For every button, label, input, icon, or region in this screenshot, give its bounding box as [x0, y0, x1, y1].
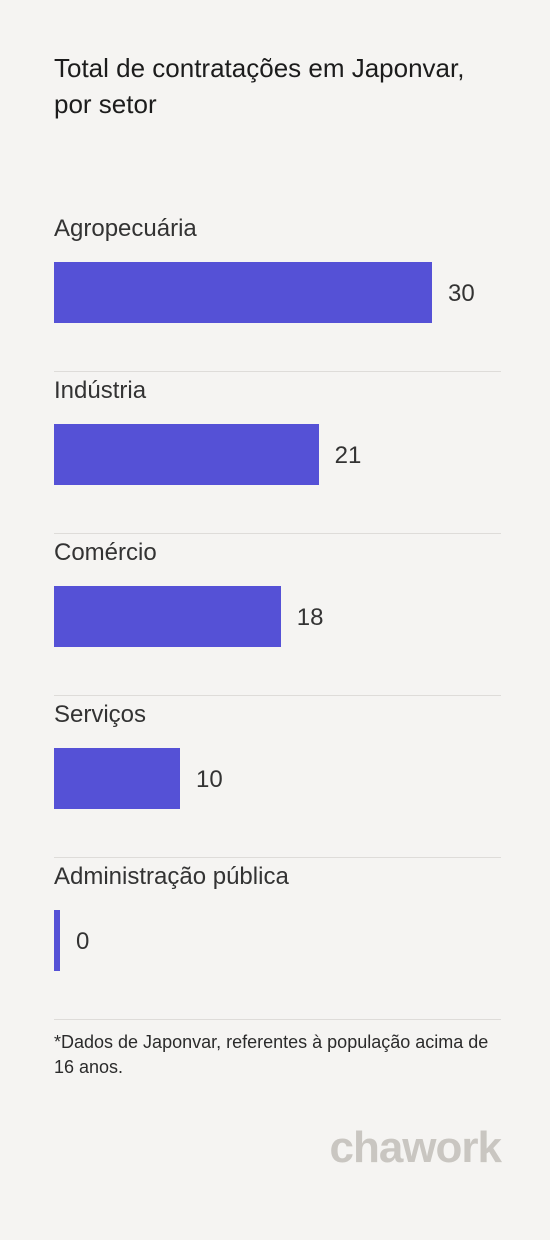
- category-label: Indústria: [54, 377, 147, 404]
- chart-title: Total de contratações em Japonvar, por s…: [54, 53, 465, 119]
- bar: [54, 586, 281, 647]
- data-label: 30: [448, 280, 475, 307]
- bar-row: Serviços 10: [54, 696, 501, 858]
- data-label: 0: [76, 928, 90, 955]
- bar-row: Administração pública 0: [54, 858, 501, 1020]
- category-label: Agropecuária: [54, 215, 197, 242]
- chawork-logo: chawork: [329, 1123, 502, 1172]
- bar-chart: Agropecuária 30 Indústria 21 Comércio 18 Servi…: [54, 210, 501, 1020]
- bar-row: Indústria 21: [54, 372, 501, 534]
- bar: [54, 910, 60, 971]
- bar: [54, 262, 432, 323]
- category-label: Administração pública: [54, 863, 289, 890]
- data-label: 18: [296, 604, 324, 631]
- category-label: Serviços: [54, 701, 147, 728]
- bar-row: Comércio 18: [54, 534, 501, 696]
- bar: [54, 748, 180, 809]
- bar-row: Agropecuária 30: [54, 210, 501, 372]
- category-label: Comércio: [54, 539, 157, 566]
- bar: [54, 424, 319, 485]
- data-label: 21: [334, 442, 362, 469]
- footnote: *Dados de Japonvar, referentes à populaç…: [54, 1032, 489, 1077]
- data-label: 10: [196, 766, 223, 793]
